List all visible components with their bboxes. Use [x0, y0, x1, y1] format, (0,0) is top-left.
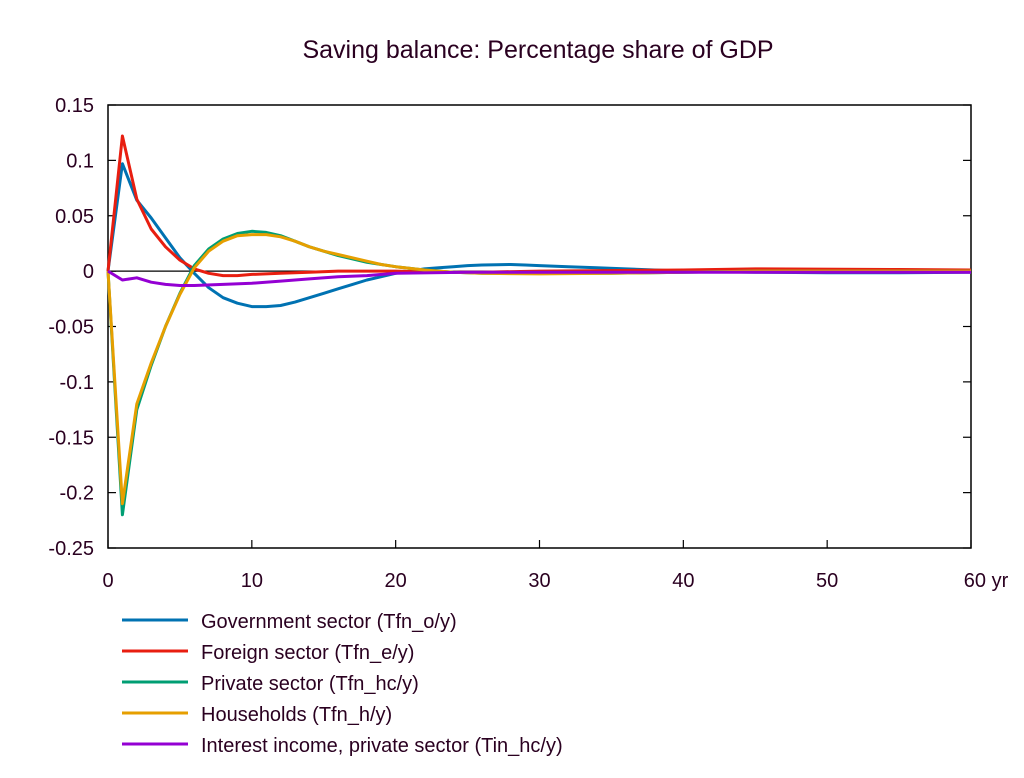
- y-tick-label: -0.25: [48, 538, 94, 560]
- y-tick-label: -0.1: [60, 372, 94, 394]
- y-tick-label: 0: [83, 261, 94, 283]
- x-tick-label: 50: [816, 570, 838, 592]
- chart-title: Saving balance: Percentage share of GDP: [302, 36, 773, 64]
- legend-label-2: Private sector (Tfn_hc/y): [201, 673, 419, 695]
- y-tick-label: -0.05: [48, 317, 94, 339]
- legend-label-3: Households (Tfn_h/y): [201, 704, 392, 726]
- x-tick-label: 20: [385, 570, 407, 592]
- plot-area: [107, 104, 972, 549]
- legend-label-1: Foreign sector (Tfn_e/y): [201, 642, 414, 664]
- x-tick-label: 40: [672, 570, 694, 592]
- legend-label-0: Government sector (Tfn_o/y): [201, 611, 457, 633]
- x-tick-label: 0: [102, 570, 113, 592]
- y-tick-label: 0.1: [66, 150, 94, 172]
- legend-label-4: Interest income, private sector (Tin_hc/…: [201, 735, 563, 757]
- y-tick-label: 0.05: [55, 206, 94, 228]
- x-tick-label: 60 yr: [964, 570, 1009, 592]
- series-line-4: [107, 269, 971, 287]
- x-tick-label: 30: [528, 570, 550, 592]
- y-tick-label: -0.15: [48, 427, 94, 449]
- series-line-1: [106, 134, 972, 278]
- x-tick-label: 10: [241, 570, 263, 592]
- y-tick-label: -0.2: [60, 483, 94, 505]
- y-tick-label: 0.15: [55, 95, 94, 117]
